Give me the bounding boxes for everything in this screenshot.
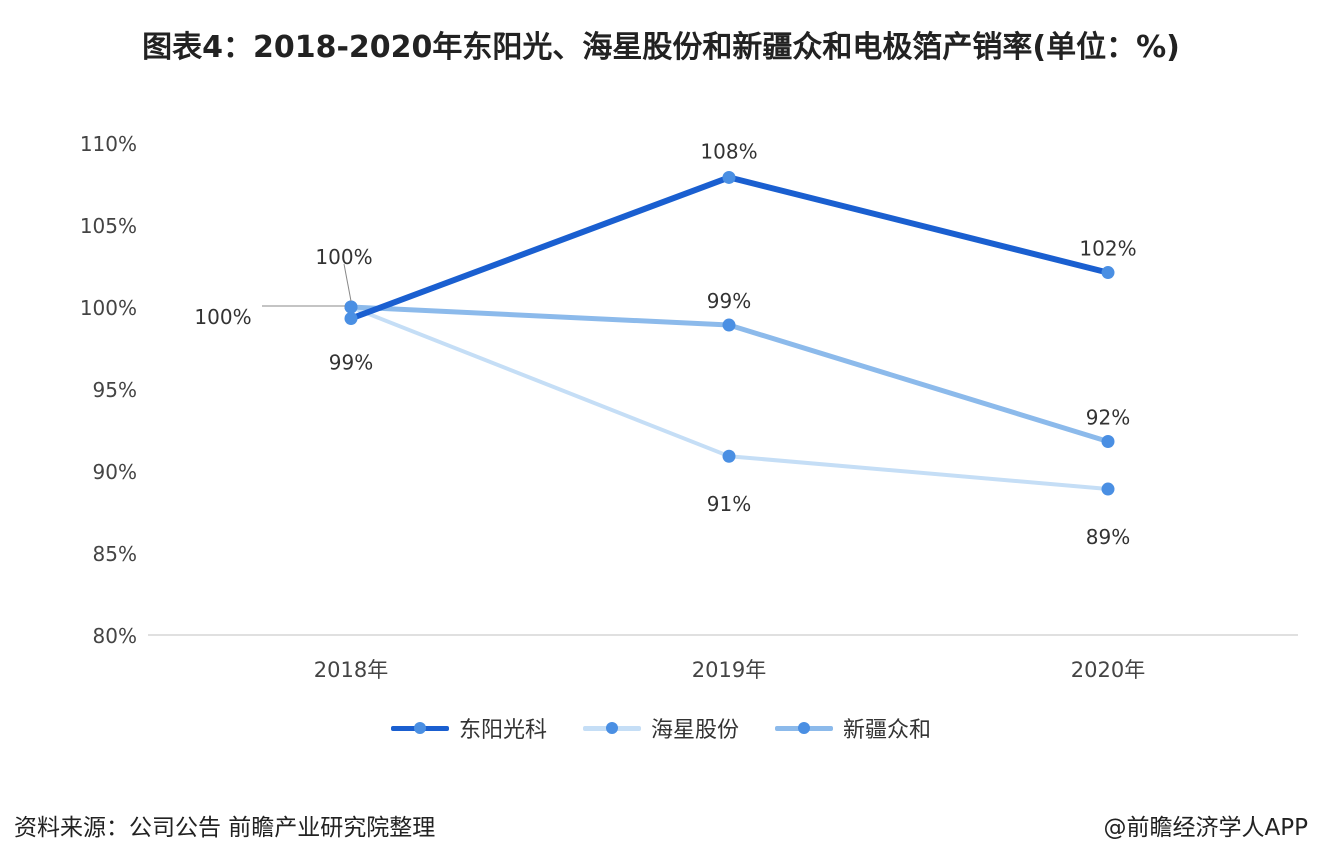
legend-item-dongyangguang[interactable]: 东阳光科 <box>390 712 547 744</box>
legend-label: 东阳光科 <box>458 718 547 743</box>
data-point[interactable] <box>1101 434 1115 448</box>
x-tick-label: 2020年 <box>1071 658 1145 682</box>
legend-item-haixing[interactable]: 海星股份 <box>582 712 739 744</box>
x-axis-ticks: 2018年 2019年 2020年 <box>314 658 1145 682</box>
leader-line <box>343 263 352 302</box>
x-tick-label: 2019年 <box>692 658 766 682</box>
legend-item-xinjiang[interactable]: 新疆众和 <box>775 712 931 744</box>
data-point[interactable] <box>722 449 736 463</box>
y-tick-label: 80% <box>93 624 137 648</box>
data-label: 99% <box>329 350 373 374</box>
legend-swatch <box>775 713 833 743</box>
x-tick-label: 2018年 <box>314 658 388 682</box>
data-label: 100% <box>194 305 251 329</box>
data-point[interactable] <box>722 170 736 184</box>
y-tick-label: 95% <box>93 378 137 402</box>
legend: 东阳光科 海星股份 新疆众和 <box>0 712 1322 744</box>
credit-note: @前瞻经济学人APP <box>1103 815 1308 841</box>
chart-title: 图表4：2018-2020年东阳光、海星股份和新疆众和电极箔产销率(单位：%) <box>142 30 1180 65</box>
data-label: 92% <box>1086 405 1130 429</box>
data-label: 89% <box>1086 525 1130 549</box>
y-tick-label: 110% <box>80 132 137 156</box>
y-tick-label: 90% <box>93 460 137 484</box>
data-label: 91% <box>707 492 751 516</box>
y-tick-label: 85% <box>93 542 137 566</box>
data-label: 99% <box>707 289 751 313</box>
y-tick-label: 105% <box>80 214 137 238</box>
legend-swatch <box>582 713 641 743</box>
series-points <box>344 170 1115 496</box>
label-leader-lines <box>262 263 352 307</box>
data-point[interactable] <box>722 318 736 332</box>
y-axis-ticks: 80% 85% 90% 95% 100% 105% 110% <box>80 132 137 648</box>
data-label: 102% <box>1079 237 1136 261</box>
data-point[interactable] <box>1101 482 1115 496</box>
legend-label: 新疆众和 <box>843 718 932 743</box>
y-tick-label: 100% <box>80 296 137 320</box>
data-point[interactable] <box>344 300 358 314</box>
data-label: 100% <box>315 245 372 269</box>
data-point[interactable] <box>1101 266 1115 280</box>
data-point[interactable] <box>344 311 358 325</box>
series-lines <box>348 174 1111 491</box>
legend-label: 海星股份 <box>650 718 739 743</box>
source-note: 资料来源：公司公告 前瞻产业研究院整理 <box>14 815 436 841</box>
data-label: 108% <box>700 139 757 163</box>
data-labels: 99% 108% 102% 100% 91% 89% 100% 99% 92% <box>194 139 1136 549</box>
legend-swatch <box>390 713 449 743</box>
